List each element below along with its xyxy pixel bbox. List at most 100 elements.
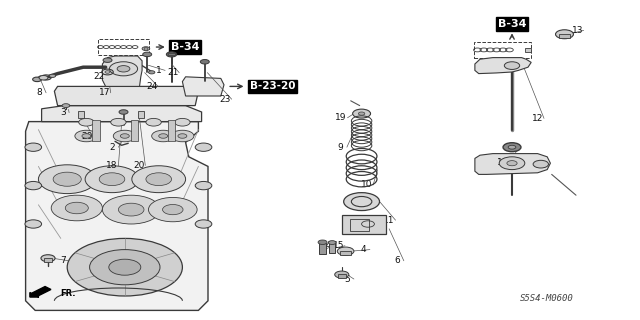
Circle shape: [41, 75, 51, 80]
Text: B-34: B-34: [498, 19, 526, 29]
Circle shape: [148, 71, 155, 74]
Circle shape: [105, 71, 110, 73]
Circle shape: [51, 195, 102, 221]
Circle shape: [353, 109, 371, 118]
Circle shape: [53, 172, 81, 186]
Bar: [144, 47, 147, 50]
Bar: [474, 42, 531, 58]
Circle shape: [132, 166, 186, 193]
Text: 11: 11: [383, 216, 395, 225]
Text: 5: 5: [345, 275, 350, 284]
Bar: [98, 39, 149, 55]
Circle shape: [195, 143, 212, 151]
Bar: [168, 120, 175, 141]
Circle shape: [38, 165, 96, 194]
Bar: [138, 111, 144, 118]
Circle shape: [103, 58, 112, 62]
Bar: [131, 120, 138, 141]
Text: 7: 7: [60, 256, 65, 265]
Circle shape: [166, 52, 177, 57]
Circle shape: [90, 250, 160, 285]
Circle shape: [533, 160, 548, 168]
Circle shape: [85, 166, 139, 193]
Text: S5S4-M0600: S5S4-M0600: [520, 294, 574, 303]
Text: 17: 17: [99, 88, 110, 97]
Text: B-23-20: B-23-20: [250, 81, 295, 92]
Circle shape: [25, 143, 42, 151]
FancyArrow shape: [30, 286, 51, 297]
Circle shape: [82, 134, 91, 138]
Circle shape: [49, 74, 56, 77]
Text: 20: 20: [81, 132, 93, 141]
Circle shape: [163, 204, 183, 215]
Bar: [525, 48, 531, 52]
Circle shape: [504, 62, 520, 69]
Circle shape: [337, 247, 354, 255]
Circle shape: [171, 130, 194, 142]
Bar: [350, 219, 369, 231]
Bar: [92, 120, 100, 141]
Bar: [338, 274, 346, 278]
Circle shape: [344, 193, 380, 211]
Text: 18: 18: [106, 161, 118, 170]
Text: B-34: B-34: [171, 42, 200, 52]
Text: 4: 4: [361, 245, 366, 254]
Bar: [340, 251, 351, 255]
Circle shape: [159, 134, 168, 138]
Text: 15: 15: [333, 241, 344, 250]
Polygon shape: [475, 58, 531, 74]
Circle shape: [146, 118, 161, 126]
Polygon shape: [42, 106, 202, 122]
Circle shape: [118, 203, 144, 216]
Circle shape: [556, 30, 573, 39]
Circle shape: [62, 104, 70, 108]
Circle shape: [120, 134, 129, 138]
Circle shape: [507, 161, 517, 166]
Text: 14: 14: [321, 241, 332, 250]
Circle shape: [142, 47, 150, 51]
Bar: [168, 53, 175, 55]
Bar: [329, 243, 335, 253]
Circle shape: [102, 195, 160, 224]
Circle shape: [41, 255, 55, 262]
Circle shape: [79, 118, 94, 126]
Text: 3: 3: [60, 108, 65, 117]
Polygon shape: [26, 122, 208, 310]
Bar: [78, 111, 84, 118]
Text: 1: 1: [156, 66, 161, 75]
Circle shape: [117, 66, 130, 72]
Text: 21: 21: [167, 68, 179, 77]
Circle shape: [195, 181, 212, 190]
Circle shape: [335, 271, 349, 278]
Circle shape: [65, 202, 88, 214]
Circle shape: [67, 238, 182, 296]
Text: 10: 10: [361, 180, 372, 189]
Circle shape: [358, 112, 365, 115]
Circle shape: [119, 110, 128, 114]
Circle shape: [39, 76, 48, 80]
Circle shape: [109, 62, 138, 76]
Text: 23: 23: [220, 95, 231, 104]
Bar: [559, 34, 570, 38]
Text: 2: 2: [109, 143, 115, 152]
Circle shape: [113, 130, 136, 142]
Circle shape: [111, 118, 126, 126]
Circle shape: [152, 130, 175, 142]
Polygon shape: [102, 56, 142, 86]
Circle shape: [99, 173, 125, 186]
Text: 22: 22: [93, 72, 105, 81]
Circle shape: [318, 240, 327, 244]
Circle shape: [25, 220, 42, 228]
Circle shape: [195, 220, 212, 228]
Circle shape: [143, 52, 152, 57]
Text: 16: 16: [497, 158, 509, 167]
Bar: [44, 258, 52, 262]
Text: 6: 6: [395, 256, 400, 265]
Circle shape: [200, 60, 209, 64]
Bar: [342, 215, 386, 234]
Text: 8: 8: [37, 88, 42, 97]
Circle shape: [328, 241, 336, 244]
Circle shape: [75, 130, 98, 142]
Circle shape: [25, 181, 42, 190]
Circle shape: [109, 259, 141, 275]
